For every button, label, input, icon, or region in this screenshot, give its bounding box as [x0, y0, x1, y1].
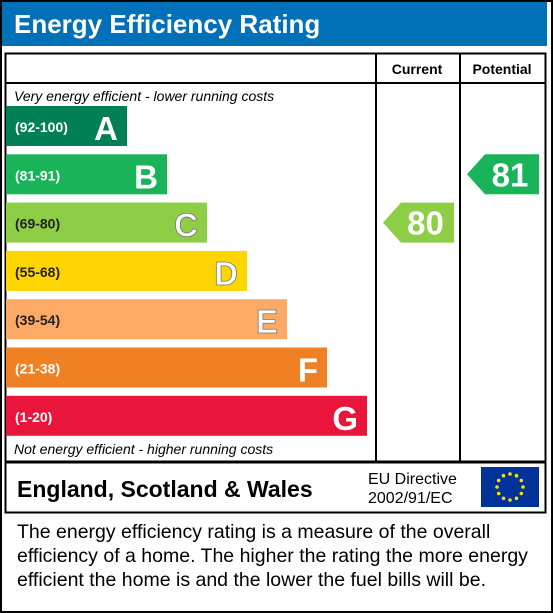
- band-c-range: (69-80): [15, 216, 60, 232]
- band-g-letter: G: [332, 400, 358, 437]
- top-note: Very energy efficient - lower running co…: [14, 88, 274, 104]
- page-title: Energy Efficiency Rating: [2, 2, 547, 46]
- eu-star: [501, 473, 506, 478]
- band-a-letter: A: [94, 110, 118, 147]
- band-g-bar: [6, 395, 367, 436]
- current-rating-arrow: [383, 202, 454, 243]
- rating-bands: (92-100) A (81-91) B (69-80) C (55-68) D (39-54)…: [6, 106, 367, 437]
- potential-rating-value: 81: [492, 156, 529, 193]
- band-a-bar: [6, 106, 127, 146]
- current-rating-value: 80: [407, 205, 444, 242]
- eu-star: [514, 473, 519, 478]
- eu-star: [514, 496, 519, 501]
- band-f-range: (21-38): [15, 361, 60, 377]
- band-e-letter: E: [256, 303, 278, 340]
- directive-line2: 2002/91/EC: [368, 490, 453, 507]
- band-d-range: (55-68): [15, 264, 60, 280]
- eu-star: [519, 491, 524, 496]
- bottom-note: Not energy efficient - higher running co…: [14, 441, 273, 457]
- potential-column-header: Potential: [472, 61, 531, 77]
- band-g-range: (1-20): [15, 409, 52, 425]
- eu-star: [496, 478, 501, 483]
- band-e-range: (39-54): [15, 312, 60, 328]
- eu-star: [501, 496, 506, 501]
- potential-rating-arrow: [467, 154, 539, 195]
- band-b-range: (81-91): [15, 167, 60, 183]
- region-label: England, Scotland & Wales: [17, 476, 313, 502]
- eu-star: [521, 485, 525, 489]
- directive-line1: EU Directive: [368, 471, 457, 488]
- band-d-letter: D: [214, 255, 238, 292]
- band-d-bar: [6, 250, 247, 291]
- eu-star: [508, 472, 512, 476]
- band-b-bar: [6, 154, 167, 195]
- band-f-bar: [6, 347, 327, 388]
- current-column-header: Current: [392, 61, 443, 77]
- band-c-bar: [6, 202, 207, 243]
- band-a-range: (92-100): [15, 119, 68, 135]
- eu-star: [495, 485, 499, 489]
- eu-star: [496, 491, 501, 496]
- band-e-bar: [6, 299, 287, 340]
- eu-star: [519, 478, 524, 483]
- eu-star: [508, 498, 512, 502]
- band-c-letter: C: [174, 207, 198, 244]
- rating-arrows: 80 81: [383, 154, 539, 243]
- description: The energy efficiency rating is a measur…: [17, 521, 528, 591]
- band-b-letter: B: [134, 158, 158, 195]
- eu-flag-icon: [481, 467, 539, 507]
- footer-border: [4, 461, 547, 514]
- band-f-letter: F: [298, 352, 318, 389]
